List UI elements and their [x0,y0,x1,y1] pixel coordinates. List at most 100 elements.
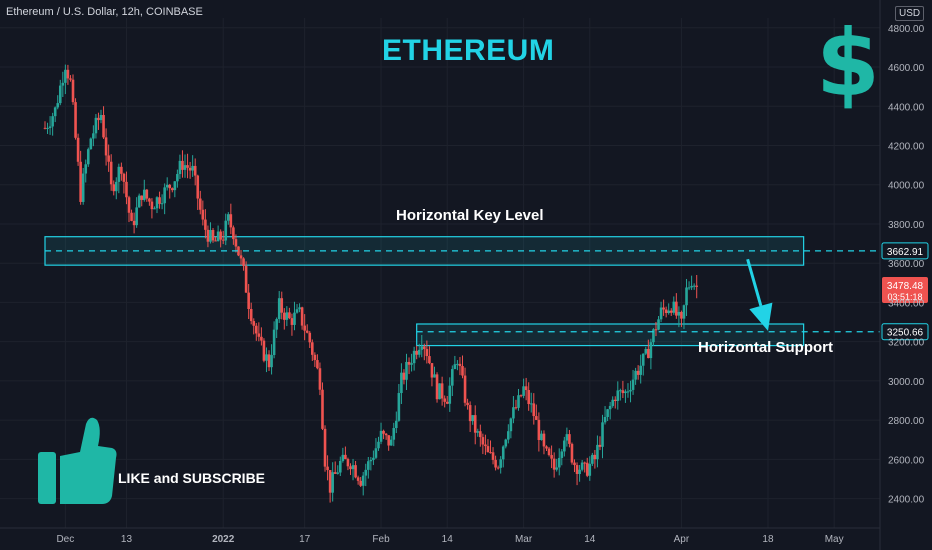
candle-body [387,435,390,446]
candle-body [48,126,52,128]
candle-body [687,287,691,289]
candle-body [247,292,250,310]
candle-body [402,372,406,380]
y-tick-label: 3000.00 [888,377,925,388]
x-tick-label: Dec [56,534,74,545]
candle-body [545,446,548,449]
candle-body [333,472,337,474]
candle-body [81,173,85,202]
candle-body [109,161,113,185]
candle-body [606,409,609,417]
candle-body [209,230,212,242]
candle-body [601,422,604,447]
candle-body [140,195,144,200]
candle-body [682,305,686,319]
candle-body [272,329,276,356]
candle-body [226,214,230,221]
candle-body [400,372,403,394]
arrow-head [749,302,773,331]
candle-body [491,452,495,460]
candle-body [326,466,329,471]
candle-body [265,354,268,361]
candle-body [647,348,650,359]
candle-body [397,393,401,421]
x-tick-label: Apr [674,534,690,545]
y-tick-label: 4000.00 [888,181,925,192]
candle-body [150,201,154,210]
candle-body [407,361,411,365]
candle-body [277,298,281,320]
candle-body [433,374,436,378]
candle-body [135,207,138,226]
candle-body [690,285,693,288]
candle-body [575,465,579,474]
candle-body [657,319,660,330]
candle-body [466,402,469,406]
candle-body [621,390,625,394]
candle-body [224,220,228,241]
candle-body [170,188,174,191]
candle-body [415,350,418,355]
candle-body [249,309,253,322]
candle-body [112,184,116,192]
candle-body [351,465,355,470]
candle-body [514,407,518,409]
candle-body [550,455,553,459]
candle-body [295,309,299,313]
candle-body [267,354,271,368]
candle-body [535,416,538,420]
candle-body [125,181,128,198]
candle-body [173,181,177,191]
candle-body [97,117,100,121]
candle-body [137,195,141,208]
candle-body [501,446,505,460]
candle-body [372,457,375,460]
candle-body [509,418,513,432]
current-price-label: 3478.48 [887,281,924,292]
candle-body [237,246,240,256]
candle-body [193,165,197,176]
candle-body [591,454,594,464]
candle-body [130,212,133,221]
candle-body [389,439,393,446]
candle-body [46,127,49,129]
candle-body [680,311,683,319]
dollar-sign-icon: $ [816,10,881,117]
candle-body [107,155,110,162]
candle-body [675,301,678,316]
thumbs-up-icon[interactable] [38,417,117,504]
candle-body [669,310,673,313]
candle-body [608,405,612,410]
y-tick-label: 4800.00 [888,24,925,35]
candle-body [204,219,207,230]
candle-body [512,407,515,419]
candle-body [425,349,429,357]
candle-body [611,399,614,406]
candle-body [468,405,472,422]
candle-body [445,401,449,404]
candle-body [221,239,225,241]
candle-body [672,301,676,313]
candle-body [453,364,457,370]
candle-body [659,307,663,320]
candle-body [254,325,258,334]
candle-body [99,114,103,121]
candle-body [598,444,602,447]
candle-body [311,342,314,355]
candle-body [494,459,497,468]
candle-body [300,307,304,326]
candle-body [395,420,398,429]
currency-unit[interactable]: USD [895,6,925,21]
x-tick-label: May [825,534,844,545]
candle-body [188,167,192,171]
candle-body [341,454,345,461]
candle-body [664,309,668,313]
candle-body [619,390,622,392]
candle-body [86,149,90,165]
candle-body [624,391,627,394]
candle-body [76,137,80,162]
candle-body [695,285,699,287]
candle-body [321,389,324,429]
